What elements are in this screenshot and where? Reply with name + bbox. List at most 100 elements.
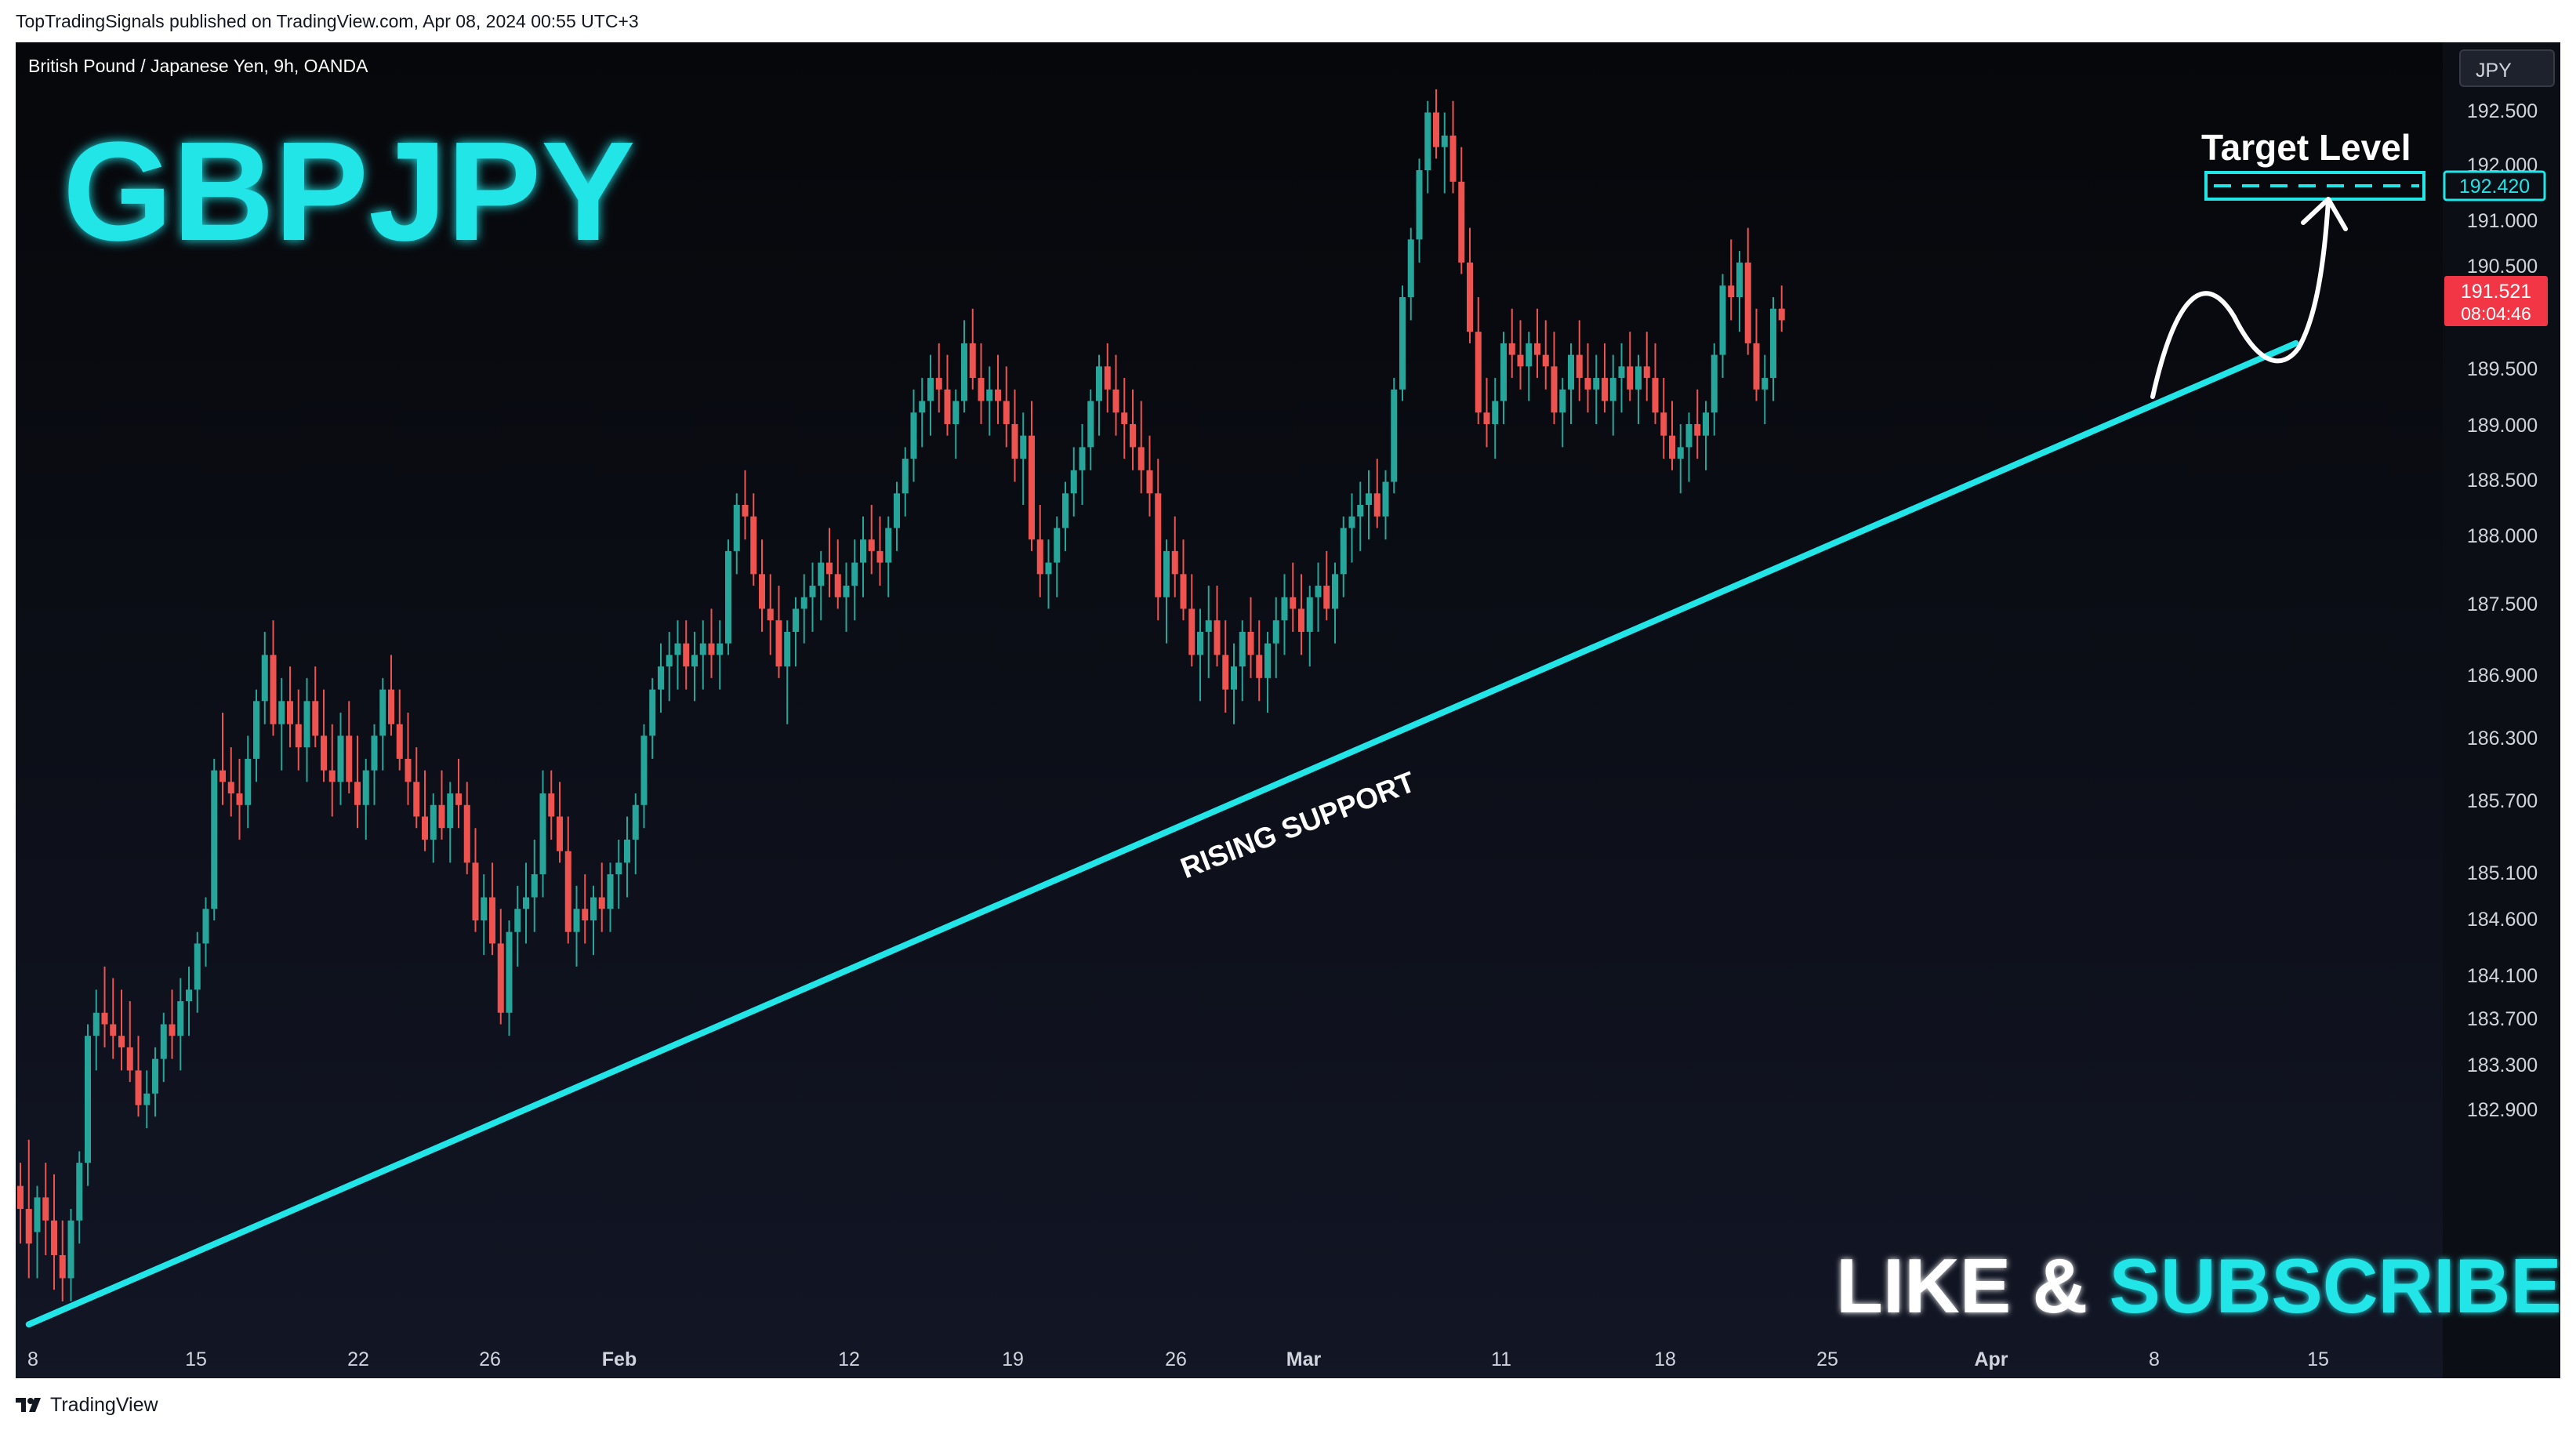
candle-body bbox=[388, 689, 394, 724]
candle-body bbox=[809, 586, 816, 597]
last-price-badge: 191.521 08:04:46 bbox=[2444, 276, 2548, 326]
candle-body bbox=[186, 989, 192, 1002]
candle-body bbox=[986, 389, 993, 401]
candle-body bbox=[885, 528, 892, 563]
candles-group bbox=[17, 89, 1785, 1301]
candle-body bbox=[1054, 528, 1061, 563]
cta-like-text: LIKE & bbox=[1836, 1243, 2109, 1329]
candle-body bbox=[1366, 493, 1372, 505]
candle-body bbox=[211, 770, 218, 909]
candle-body bbox=[245, 758, 252, 805]
candle-body bbox=[1542, 354, 1549, 367]
candle-body bbox=[1340, 528, 1347, 575]
candle-body bbox=[1382, 481, 1389, 517]
candle-body bbox=[379, 689, 386, 736]
candle-body bbox=[34, 1197, 41, 1232]
candle-body bbox=[725, 550, 731, 644]
candle-body bbox=[1458, 181, 1465, 263]
candle-body bbox=[1323, 586, 1330, 609]
candle-body bbox=[1348, 516, 1355, 528]
candle-body bbox=[1029, 435, 1035, 540]
candle-body bbox=[1728, 285, 1735, 297]
time-tick-label: 25 bbox=[1816, 1348, 1838, 1370]
candle-body bbox=[1635, 366, 1642, 390]
currency-button[interactable]: JPY bbox=[2459, 49, 2555, 87]
candle-body bbox=[717, 643, 724, 655]
price-tick-label: 191.000 bbox=[2467, 210, 2538, 232]
candle-body bbox=[1500, 343, 1507, 401]
candle-body bbox=[969, 343, 976, 379]
candle-body bbox=[1112, 389, 1119, 413]
candlestick-chart[interactable]: 193.000192.500192.000191.000190.500190.0… bbox=[16, 42, 2560, 1378]
candle-body bbox=[59, 1254, 66, 1279]
cta-subscribe-text: SUBSCRIBE bbox=[2109, 1243, 2560, 1329]
candle-body bbox=[1045, 562, 1052, 575]
price-tick-label: 183.300 bbox=[2467, 1054, 2538, 1076]
candle-body bbox=[1416, 170, 1423, 240]
candle-body bbox=[775, 620, 782, 667]
candle-body bbox=[557, 816, 563, 851]
candle-body bbox=[135, 1070, 142, 1105]
candle-body bbox=[312, 701, 319, 736]
candle-body bbox=[590, 897, 597, 920]
candle-body bbox=[1517, 354, 1524, 367]
candle-body bbox=[1256, 655, 1263, 678]
currency-button-label[interactable]: JPY bbox=[2476, 60, 2512, 82]
candle-body bbox=[177, 1001, 184, 1036]
candle-body bbox=[1677, 447, 1684, 459]
time-axis: 8 15 22 26 Feb 12 19 26 Mar 11 18 25 Apr 8 15 bbox=[27, 1348, 2329, 1370]
candle-body bbox=[1449, 135, 1457, 182]
time-tick-label: Mar bbox=[1286, 1348, 1322, 1370]
candle-body bbox=[894, 493, 900, 528]
candle-body bbox=[683, 643, 690, 667]
price-chart[interactable]: 193.000192.500192.000191.000190.500190.0… bbox=[16, 42, 2560, 1378]
time-tick-label: Feb bbox=[602, 1348, 637, 1370]
candle-body bbox=[910, 412, 917, 459]
candle-body bbox=[1778, 308, 1785, 321]
target-level-box bbox=[2204, 171, 2425, 201]
candle-body bbox=[354, 782, 361, 805]
candle-body bbox=[750, 516, 757, 575]
candle-body bbox=[169, 1024, 176, 1036]
price-tick-label: 186.300 bbox=[2467, 728, 2538, 749]
candle-body bbox=[1660, 412, 1667, 436]
target-price-badge: 192.420 bbox=[2443, 170, 2546, 201]
candle-body bbox=[793, 608, 799, 632]
candle-body bbox=[346, 735, 353, 782]
candle-body bbox=[1306, 597, 1313, 632]
candle-body bbox=[1121, 412, 1128, 424]
candle-body bbox=[202, 909, 209, 944]
candle-body bbox=[640, 735, 648, 805]
candle-body bbox=[784, 631, 791, 667]
candle-body bbox=[1373, 493, 1381, 517]
candle-body bbox=[1079, 447, 1086, 470]
candle-body bbox=[834, 574, 841, 597]
candle-body bbox=[1281, 597, 1288, 621]
candle-body bbox=[607, 874, 614, 909]
candle-body bbox=[1643, 366, 1650, 379]
candle-body bbox=[287, 701, 293, 724]
gbpjpy-title: GBPJPY bbox=[63, 113, 635, 270]
candle-body bbox=[1171, 550, 1178, 575]
time-tick-label: 8 bbox=[2149, 1348, 2160, 1370]
candle-body bbox=[1407, 239, 1414, 297]
countdown-text: 08:04:46 bbox=[2461, 303, 2531, 324]
time-tick-label: 12 bbox=[838, 1348, 860, 1370]
candle-body bbox=[573, 909, 580, 932]
candle-body bbox=[691, 655, 698, 667]
candle-body bbox=[1155, 493, 1162, 597]
candle-body bbox=[85, 1036, 91, 1163]
time-tick-label: 18 bbox=[1654, 1348, 1676, 1370]
tradingview-logo-icon bbox=[16, 1398, 41, 1412]
candle-body bbox=[742, 505, 749, 517]
candle-body bbox=[1770, 308, 1776, 379]
candle-body bbox=[51, 1220, 57, 1255]
candle-body bbox=[405, 758, 412, 782]
candle-body bbox=[919, 401, 926, 413]
candle-body bbox=[582, 909, 589, 920]
candle-body bbox=[1753, 343, 1760, 390]
tradingview-brand: TradingView bbox=[50, 1393, 158, 1416]
candle-body bbox=[1197, 631, 1203, 655]
candle-body bbox=[531, 874, 538, 898]
time-tick-label: 15 bbox=[2307, 1348, 2329, 1370]
